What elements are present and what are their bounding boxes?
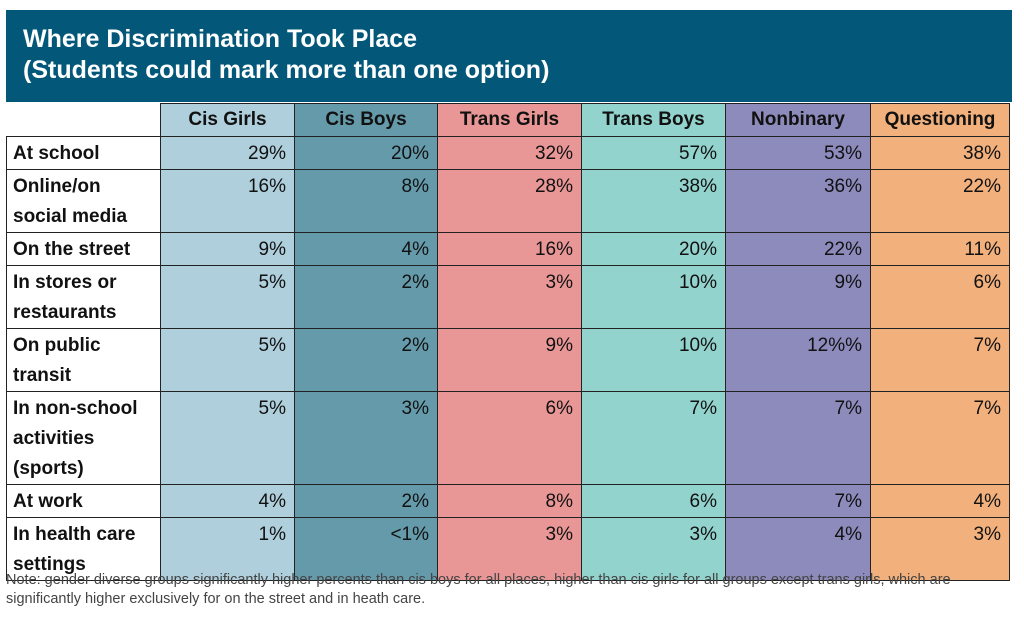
value-cell: 5% bbox=[160, 265, 295, 329]
row-label: In health care settings bbox=[6, 517, 161, 581]
row-label-line: settings bbox=[13, 554, 86, 575]
table-row: In health care settings 1% <1% 3% 3% 4% 3% bbox=[6, 517, 1010, 581]
value-cell: 4% bbox=[725, 517, 871, 581]
table-body: At school 29% 20% 32% 57% 53% 38% Online/on soci… bbox=[6, 136, 1010, 581]
value-cell: 4% bbox=[160, 484, 295, 518]
value-cell: 2% bbox=[294, 484, 438, 518]
value-cell: 20% bbox=[581, 232, 726, 266]
footnote: Note: gender diverse groups significantl… bbox=[6, 572, 951, 607]
row-label: In stores or restaurants bbox=[6, 265, 161, 329]
value-cell: 22% bbox=[870, 169, 1010, 233]
row-label: On the street bbox=[6, 232, 161, 266]
value-cell: 4% bbox=[870, 484, 1010, 518]
value-cell: 8% bbox=[294, 169, 438, 233]
header-row: Cis Girls Cis Boys Trans Girls Trans Boy… bbox=[6, 103, 1010, 137]
column-header-trans-girls: Trans Girls bbox=[437, 103, 582, 137]
value-cell: <1% bbox=[294, 517, 438, 581]
row-label-line: In non-school bbox=[13, 398, 138, 419]
column-header-nonbinary: Nonbinary bbox=[725, 103, 871, 137]
title-line-2: (Students could mark more than one optio… bbox=[23, 56, 550, 84]
value-cell: 2% bbox=[294, 328, 438, 392]
row-label-line: (sports) bbox=[13, 458, 84, 479]
row-label-line: activities bbox=[13, 428, 95, 449]
value-cell: 5% bbox=[160, 328, 295, 392]
value-cell: 38% bbox=[870, 136, 1010, 170]
value-cell: 7% bbox=[725, 484, 871, 518]
table-row: In non-school activities (sports) 5% 3% 6% 7% 7… bbox=[6, 391, 1010, 485]
value-cell: 7% bbox=[870, 328, 1010, 392]
table-row: In stores or restaurants 5% 2% 3% 10% 9% 6% bbox=[6, 265, 1010, 329]
value-cell: 22% bbox=[725, 232, 871, 266]
table-row: Online/on social media 16% 8% 28% 38% 36% 22% bbox=[6, 169, 1010, 233]
value-cell: 10% bbox=[581, 328, 726, 392]
value-cell: 36% bbox=[725, 169, 871, 233]
row-label-line: At work bbox=[13, 491, 83, 512]
value-cell: 12%% bbox=[725, 328, 871, 392]
column-header-questioning: Questioning bbox=[870, 103, 1010, 137]
value-cell: 38% bbox=[581, 169, 726, 233]
value-cell: 53% bbox=[725, 136, 871, 170]
value-cell: 6% bbox=[581, 484, 726, 518]
value-cell: 16% bbox=[160, 169, 295, 233]
table-row: At work 4% 2% 8% 6% 7% 4% bbox=[6, 484, 1010, 518]
row-label-line: transit bbox=[13, 365, 72, 386]
row-label: At work bbox=[6, 484, 161, 518]
row-label: Online/on social media bbox=[6, 169, 161, 233]
value-cell: 29% bbox=[160, 136, 295, 170]
row-label-line: In health care bbox=[13, 524, 136, 545]
column-header-cis-boys: Cis Boys bbox=[294, 103, 438, 137]
value-cell: 3% bbox=[294, 391, 438, 485]
discrimination-table: Cis Girls Cis Boys Trans Girls Trans Boy… bbox=[6, 103, 1010, 581]
value-cell: 28% bbox=[437, 169, 582, 233]
value-cell: 2% bbox=[294, 265, 438, 329]
value-cell: 4% bbox=[294, 232, 438, 266]
row-label-line: At school bbox=[13, 143, 100, 164]
row-label-line: On public bbox=[13, 335, 101, 356]
row-label: In non-school activities (sports) bbox=[6, 391, 161, 485]
row-label-line: In stores or bbox=[13, 272, 117, 293]
value-cell: 9% bbox=[437, 328, 582, 392]
title-line-1: Where Discrimination Took Place bbox=[23, 25, 418, 53]
row-label: At school bbox=[6, 136, 161, 170]
value-cell: 9% bbox=[160, 232, 295, 266]
column-header-trans-boys: Trans Boys bbox=[581, 103, 726, 137]
value-cell: 11% bbox=[870, 232, 1010, 266]
value-cell: 57% bbox=[581, 136, 726, 170]
corner-cell bbox=[6, 103, 161, 137]
value-cell: 3% bbox=[437, 265, 582, 329]
value-cell: 9% bbox=[725, 265, 871, 329]
row-label-line: Online/on bbox=[13, 176, 101, 197]
value-cell: 3% bbox=[581, 517, 726, 581]
row-label-line: On the street bbox=[13, 239, 131, 260]
value-cell: 7% bbox=[725, 391, 871, 485]
table-row: On the street 9% 4% 16% 20% 22% 11% bbox=[6, 232, 1010, 266]
value-cell: 5% bbox=[160, 391, 295, 485]
table-row: On public transit 5% 2% 9% 10% 12%% 7% bbox=[6, 328, 1010, 392]
value-cell: 20% bbox=[294, 136, 438, 170]
value-cell: 7% bbox=[870, 391, 1010, 485]
value-cell: 32% bbox=[437, 136, 582, 170]
row-label-line: restaurants bbox=[13, 302, 117, 323]
row-label: On public transit bbox=[6, 328, 161, 392]
value-cell: 8% bbox=[437, 484, 582, 518]
table-row: At school 29% 20% 32% 57% 53% 38% bbox=[6, 136, 1010, 170]
value-cell: 10% bbox=[581, 265, 726, 329]
value-cell: 3% bbox=[870, 517, 1010, 581]
column-header-cis-girls: Cis Girls bbox=[160, 103, 295, 137]
value-cell: 3% bbox=[437, 517, 582, 581]
value-cell: 7% bbox=[581, 391, 726, 485]
value-cell: 6% bbox=[437, 391, 582, 485]
row-label-line: social media bbox=[13, 206, 128, 227]
title-banner: Where Discrimination Took Place (Student… bbox=[6, 10, 1012, 102]
value-cell: 16% bbox=[437, 232, 582, 266]
value-cell: 6% bbox=[870, 265, 1010, 329]
